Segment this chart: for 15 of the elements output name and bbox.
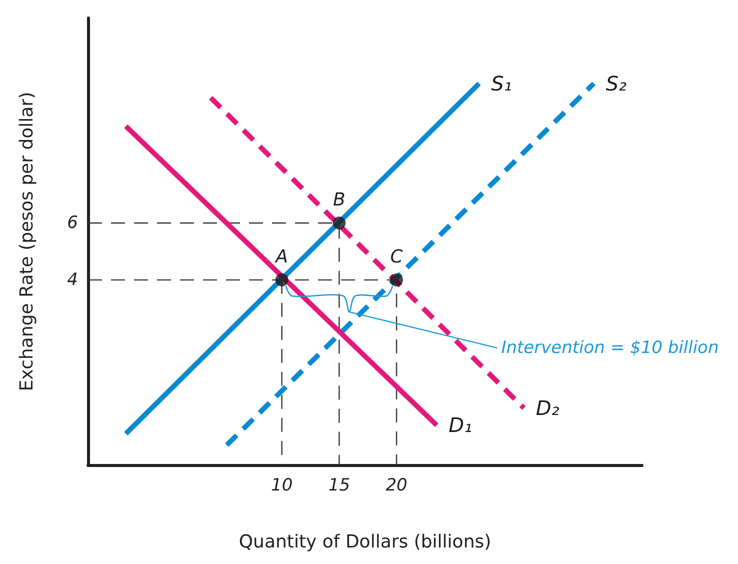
- annotation: Intervention = $10 billion: [501, 338, 719, 358]
- series-label: D₁: [448, 413, 472, 438]
- y-axis-title: Exchange Rate (pesos per dollar): [16, 92, 38, 392]
- x-axis-title: Quantity of Dollars (billions): [238, 532, 492, 552]
- series-label: S₂: [606, 71, 627, 96]
- series-label: S₁: [491, 71, 512, 96]
- series-label: D₂: [536, 396, 560, 420]
- x-tick-label: 15: [328, 476, 350, 496]
- x-tick-label: 20: [386, 476, 408, 496]
- annotation: B: [333, 189, 346, 210]
- annotation: A: [274, 246, 288, 268]
- y-tick-label: 6: [67, 212, 78, 233]
- x-tick-label: 10: [271, 476, 293, 496]
- y-tick-label: 4: [67, 270, 78, 290]
- annotation: C: [390, 246, 404, 268]
